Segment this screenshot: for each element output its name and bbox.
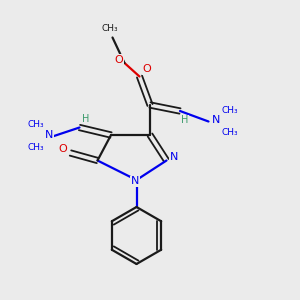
Text: H: H xyxy=(181,115,188,125)
Text: CH₃: CH₃ xyxy=(28,120,44,129)
Text: CH₃: CH₃ xyxy=(101,24,118,33)
Text: N: N xyxy=(131,176,139,187)
Text: O: O xyxy=(115,55,124,65)
Text: CH₃: CH₃ xyxy=(222,106,238,115)
Text: O: O xyxy=(58,143,68,154)
Text: CH₃: CH₃ xyxy=(28,143,44,152)
Text: N: N xyxy=(212,115,220,125)
Text: N: N xyxy=(45,130,54,140)
Text: H: H xyxy=(82,113,89,124)
Text: N: N xyxy=(170,152,178,163)
Text: CH₃: CH₃ xyxy=(222,128,238,136)
Text: O: O xyxy=(142,64,152,74)
